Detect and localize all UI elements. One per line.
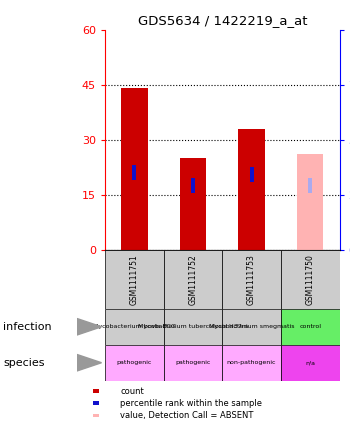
Bar: [92, 414, 99, 417]
Bar: [222, 345, 281, 381]
Title: GDS5634 / 1422219_a_at: GDS5634 / 1422219_a_at: [138, 14, 307, 27]
Polygon shape: [77, 354, 102, 371]
Text: GSM1111751: GSM1111751: [130, 254, 139, 305]
Bar: [164, 345, 222, 381]
Bar: [250, 167, 254, 182]
Bar: [281, 345, 339, 381]
Text: species: species: [4, 358, 45, 368]
Text: pathogenic: pathogenic: [117, 360, 152, 365]
Polygon shape: [77, 319, 102, 335]
Bar: [308, 178, 312, 193]
Bar: [105, 345, 164, 381]
Bar: [105, 309, 164, 345]
Text: Mycobacterium tuberculosis H37ra: Mycobacterium tuberculosis H37ra: [138, 324, 248, 329]
Text: pathogenic: pathogenic: [175, 360, 211, 365]
Text: count: count: [120, 387, 144, 396]
Text: control: control: [299, 324, 321, 329]
Text: value, Detection Call = ABSENT: value, Detection Call = ABSENT: [120, 411, 254, 420]
Text: Mycobacterium bovis BCG: Mycobacterium bovis BCG: [93, 324, 176, 329]
Text: non-pathogenic: non-pathogenic: [227, 360, 276, 365]
Bar: [238, 129, 265, 250]
Bar: [164, 309, 222, 345]
Bar: [105, 250, 164, 309]
Bar: [92, 389, 99, 393]
Bar: [281, 309, 339, 345]
Bar: [121, 88, 147, 250]
Bar: [191, 178, 195, 193]
Bar: [222, 309, 281, 345]
Text: GSM1111750: GSM1111750: [306, 254, 315, 305]
Text: Mycobacterium smegmatis: Mycobacterium smegmatis: [209, 324, 294, 329]
Bar: [180, 158, 206, 250]
Text: n/a: n/a: [305, 360, 315, 365]
Text: GSM1111752: GSM1111752: [188, 254, 197, 305]
Text: percentile rank within the sample: percentile rank within the sample: [120, 398, 262, 408]
Bar: [281, 250, 339, 309]
Bar: [92, 401, 99, 405]
Text: GSM1111753: GSM1111753: [247, 254, 256, 305]
Bar: [132, 165, 137, 180]
Bar: [297, 154, 323, 250]
Text: infection: infection: [4, 322, 52, 332]
Bar: [222, 250, 281, 309]
Bar: [164, 250, 222, 309]
